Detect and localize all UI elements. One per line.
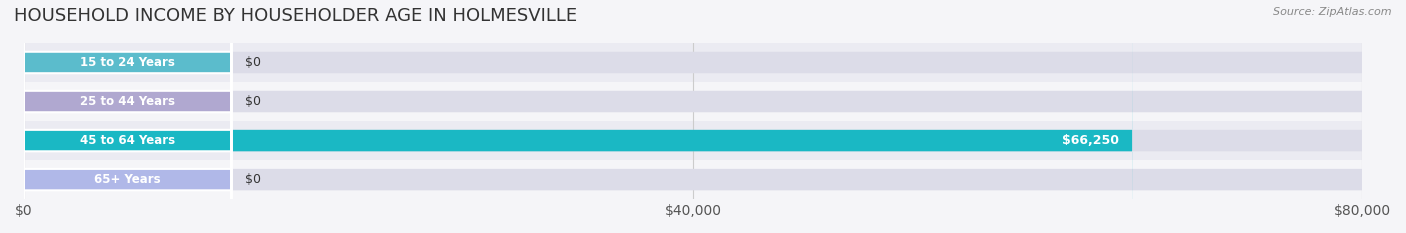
FancyBboxPatch shape <box>24 0 1362 233</box>
Text: Source: ZipAtlas.com: Source: ZipAtlas.com <box>1274 7 1392 17</box>
Text: $66,250: $66,250 <box>1062 134 1119 147</box>
Text: 25 to 44 Years: 25 to 44 Years <box>80 95 176 108</box>
Text: $0: $0 <box>245 56 260 69</box>
Text: HOUSEHOLD INCOME BY HOUSEHOLDER AGE IN HOLMESVILLE: HOUSEHOLD INCOME BY HOUSEHOLDER AGE IN H… <box>14 7 578 25</box>
Text: 15 to 24 Years: 15 to 24 Years <box>80 56 174 69</box>
Bar <box>24 160 1362 199</box>
Text: $0: $0 <box>245 173 260 186</box>
Bar <box>24 43 1362 82</box>
FancyBboxPatch shape <box>24 0 232 233</box>
FancyBboxPatch shape <box>24 0 232 233</box>
Bar <box>24 121 1362 160</box>
FancyBboxPatch shape <box>24 0 232 233</box>
FancyBboxPatch shape <box>24 0 1132 233</box>
Text: $0: $0 <box>245 95 260 108</box>
FancyBboxPatch shape <box>24 0 1362 233</box>
Bar <box>24 82 1362 121</box>
FancyBboxPatch shape <box>24 0 1362 233</box>
Text: 65+ Years: 65+ Years <box>94 173 160 186</box>
FancyBboxPatch shape <box>24 0 232 233</box>
Text: 45 to 64 Years: 45 to 64 Years <box>80 134 176 147</box>
FancyBboxPatch shape <box>24 0 1362 233</box>
